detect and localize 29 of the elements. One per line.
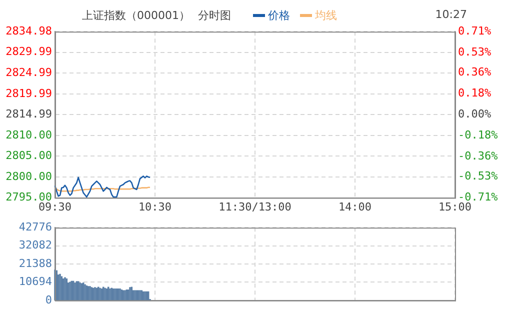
y-tick-label: 2829.99 [6, 45, 52, 58]
x-tick-label: 14:00 [338, 200, 372, 214]
text: 10:27 [435, 8, 467, 21]
y2-tick-label: 0.53% [458, 46, 492, 59]
legend-label: 均线 [314, 8, 337, 23]
y-tick-label: 42776 [18, 220, 52, 234]
chart-title: 上证指数（000001） [82, 8, 190, 23]
legend-label: 价格 [267, 8, 290, 23]
y2-tick-label: -0.36% [458, 150, 498, 163]
chart-subtitle: 分时图 [198, 8, 231, 23]
y2-tick-label: 0.18% [458, 86, 492, 100]
y-tick-label: 2834.98 [6, 24, 52, 38]
y-tick-label: 2824.99 [6, 66, 52, 79]
y-tick-label: 10694 [18, 275, 52, 288]
y2-tick-label: 0.00% [458, 108, 492, 121]
y2-tick-label: 0.36% [458, 65, 492, 78]
y-tick-label: 2819.99 [6, 86, 52, 100]
y2-tick-label: 0.71% [458, 24, 492, 38]
y-tick-label: 32082 [18, 238, 52, 252]
y-tick-label: 0 [45, 293, 52, 306]
x-tick-label: 11:30/13:00 [218, 200, 292, 214]
y2-tick-label: -0.53% [458, 170, 498, 183]
y-tick-label: 2800.00 [6, 170, 52, 183]
y-tick-label: 2810.00 [6, 128, 52, 142]
y-tick-label: 2814.99 [6, 108, 52, 121]
y-tick-label: 21388 [18, 256, 52, 270]
x-tick-label: 10:30 [138, 200, 172, 214]
y2-tick-label: -0.18% [458, 128, 498, 142]
y-tick-label: 2805.00 [6, 149, 52, 162]
